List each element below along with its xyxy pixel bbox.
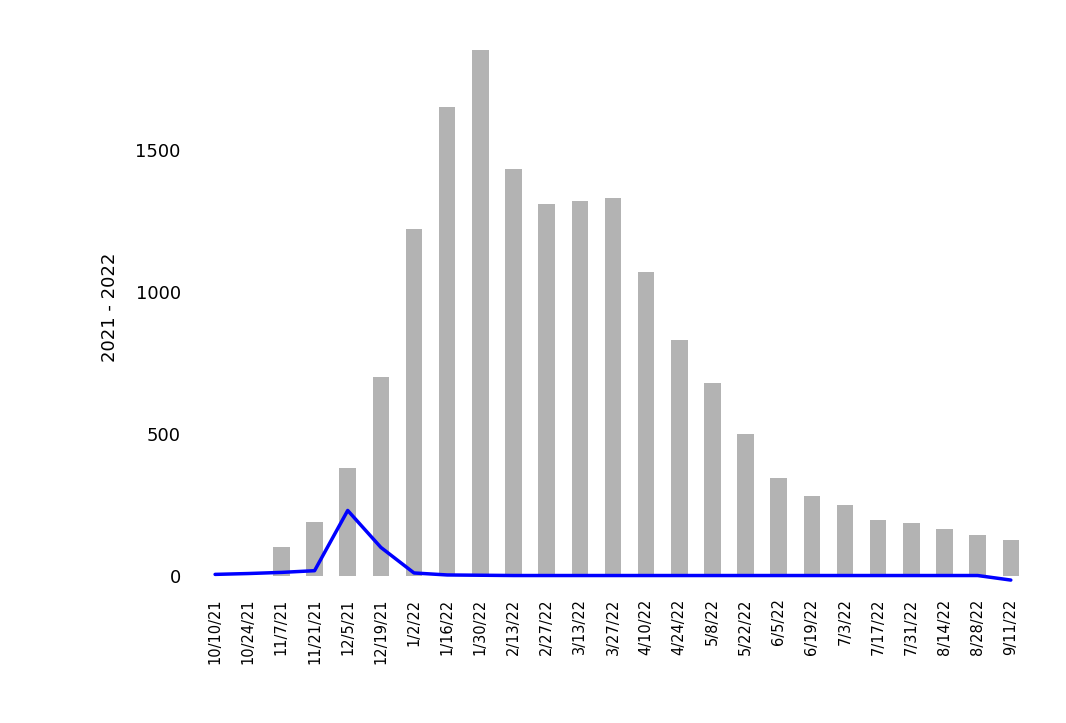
Bar <box>406 229 422 576</box>
Y-axis label: 2021 - 2022: 2021 - 2022 <box>100 252 118 362</box>
Bar <box>804 496 820 576</box>
Bar <box>771 478 787 576</box>
Bar <box>472 50 488 576</box>
Bar <box>339 468 356 576</box>
Bar <box>1002 540 1019 576</box>
Bar <box>538 204 555 576</box>
Bar <box>870 521 887 576</box>
Bar <box>936 529 953 576</box>
Bar <box>637 272 655 576</box>
Bar <box>604 198 621 576</box>
Bar <box>671 340 688 576</box>
Bar <box>571 201 588 576</box>
Bar <box>969 534 986 576</box>
Bar <box>273 547 290 576</box>
Bar <box>903 523 920 576</box>
Bar <box>505 169 521 576</box>
Bar <box>373 377 389 576</box>
Bar <box>738 434 754 576</box>
Bar <box>837 505 853 576</box>
Bar <box>439 107 455 576</box>
Bar <box>705 382 721 576</box>
Bar <box>306 522 323 576</box>
